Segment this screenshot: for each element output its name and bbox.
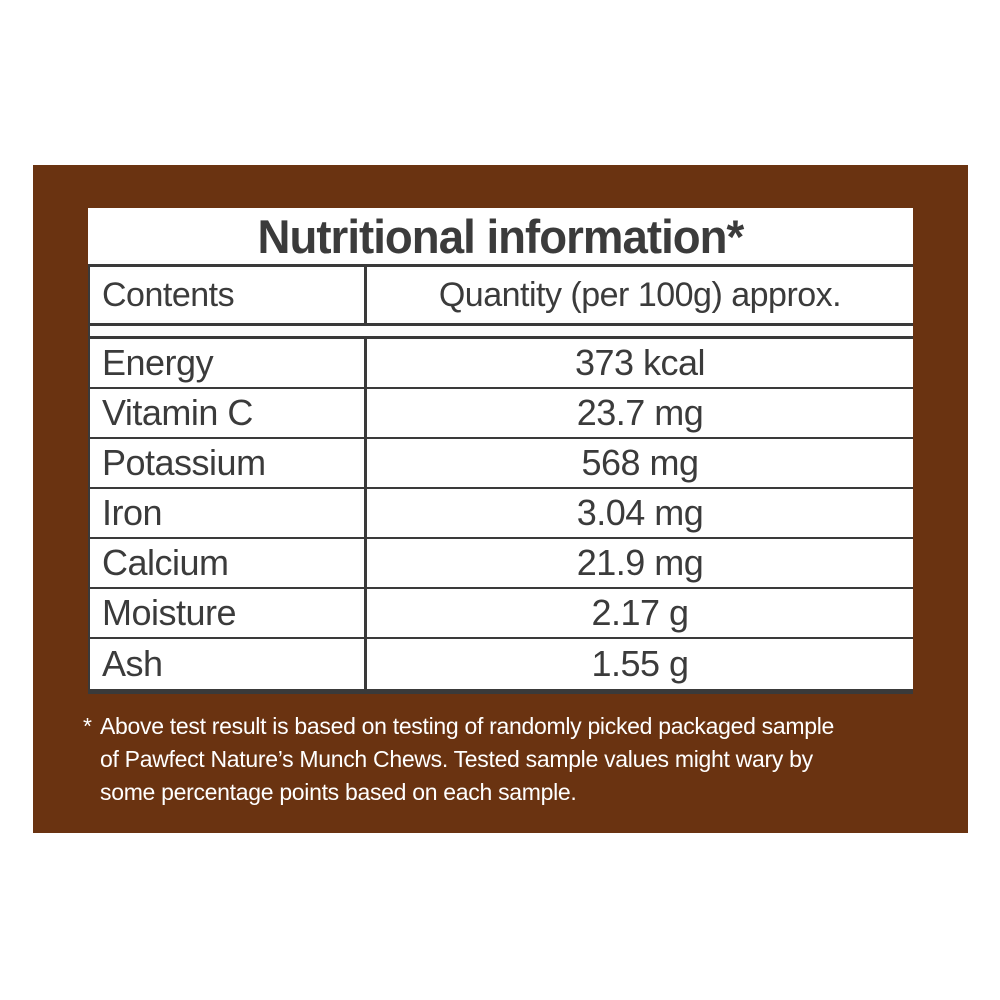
- table-header-row: Contents Quantity (per 100g) approx.: [90, 267, 913, 323]
- nutrient-name: Energy: [90, 339, 367, 387]
- table-row: Iron 3.04 mg: [90, 489, 913, 539]
- table-row: Energy 373 kcal: [90, 339, 913, 389]
- nutrient-value: 1.55 g: [591, 643, 689, 684]
- nutrition-table: Nutritional information* Contents Quanti…: [88, 208, 913, 694]
- nutrient-name: Vitamin C: [90, 389, 367, 437]
- footnote-line: of Pawfect Nature’s Munch Chews. Tested …: [100, 746, 813, 772]
- column-header-contents: Contents: [90, 267, 367, 323]
- table-row: Calcium 21.9 mg: [90, 539, 913, 589]
- table-title: Nutritional information*: [257, 209, 745, 263]
- table-row: Moisture 2.17 g: [90, 589, 913, 639]
- table-grid: Contents Quantity (per 100g) approx. Ene…: [88, 267, 913, 694]
- table-row: Vitamin C 23.7 mg: [90, 389, 913, 439]
- column-header-quantity: Quantity (per 100g) approx.: [438, 275, 842, 314]
- table-row: Potassium 568 mg: [90, 439, 913, 489]
- nutrient-name: Ash: [90, 639, 367, 689]
- table-bottom-rule: [90, 689, 913, 694]
- nutrient-value: 21.9 mg: [576, 542, 704, 583]
- nutrient-name: Potassium: [90, 439, 367, 487]
- label-panel: Nutritional information* Contents Quanti…: [33, 165, 968, 833]
- footnote-asterisk: *: [83, 713, 92, 739]
- nutrient-name: Iron: [90, 489, 367, 537]
- footnote-line: some percentage points based on each sam…: [100, 779, 577, 805]
- nutrient-name: Moisture: [90, 589, 367, 637]
- nutrient-value: 568 mg: [581, 442, 699, 483]
- header-double-rule: [90, 323, 913, 339]
- nutrient-value: 23.7 mg: [576, 392, 704, 433]
- nutrient-name: Calcium: [90, 539, 367, 587]
- footnote: * Above test result is based on testing …: [83, 710, 943, 809]
- table-title-row: Nutritional information*: [88, 208, 913, 267]
- footnote-text: Above test result is based on testing of…: [100, 713, 834, 739]
- nutrient-value: 3.04 mg: [576, 492, 704, 533]
- table-row: Ash 1.55 g: [90, 639, 913, 689]
- nutrient-value: 373 kcal: [574, 342, 706, 383]
- footnote-line: * Above test result is based on testing …: [83, 710, 943, 743]
- nutrient-value: 2.17 g: [591, 592, 689, 633]
